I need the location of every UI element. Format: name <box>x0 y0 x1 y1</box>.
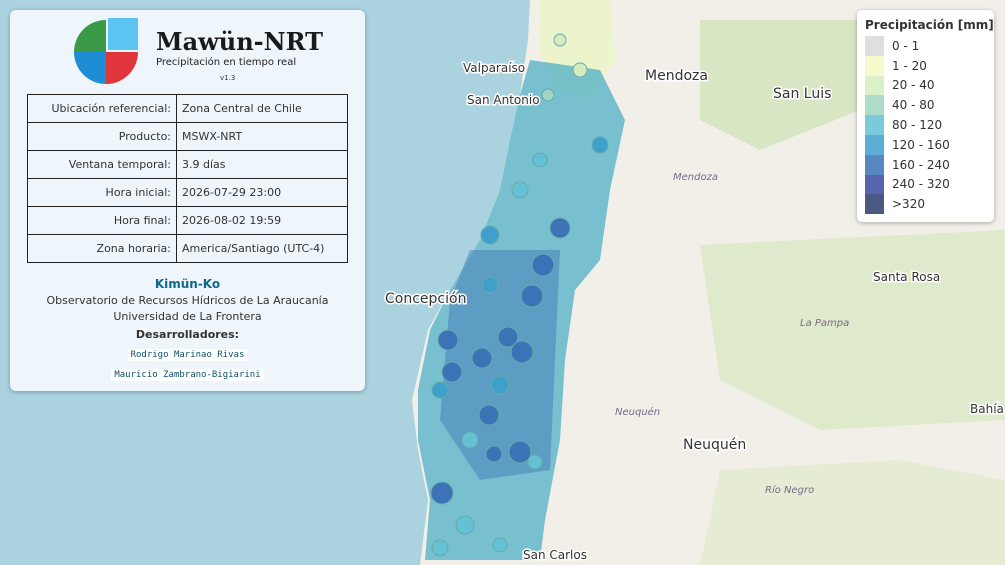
table-value: Zona Central de Chile <box>176 94 348 123</box>
city-label: San Antonio <box>467 93 540 107</box>
legend-label: 240 - 320 <box>892 177 950 192</box>
legend-swatch <box>865 154 884 175</box>
app-title: Mawün-NRT <box>156 27 323 56</box>
region-label: Neuquén <box>615 406 660 418</box>
park <box>700 20 860 150</box>
legend-title: Precipitación [mm] <box>865 18 994 32</box>
legend-item: 120 - 160 <box>865 134 994 155</box>
table-value: MSWX-NRT <box>176 122 348 151</box>
legend-item: 80 - 120 <box>865 115 994 135</box>
version: v1.3 <box>220 74 236 82</box>
info-table: Ubicación referencial: Zona Central de Ch… <box>27 94 348 263</box>
stations <box>430 33 609 557</box>
region-label: Río Negro <box>765 484 814 496</box>
org-name: Kimün-Ko <box>154 277 221 291</box>
legend-swatch <box>865 194 884 215</box>
city-label: Mendoza <box>645 68 708 84</box>
table-value: 2026-08-02 19:59 <box>176 206 348 235</box>
legend-label: 120 - 160 <box>892 137 950 152</box>
city-label: San Luis <box>773 86 831 102</box>
legend-swatch <box>865 75 884 96</box>
legend-label: >320 <box>892 197 925 212</box>
precip-area <box>440 250 560 480</box>
logo <box>74 18 138 84</box>
legend-item: >320 <box>865 194 994 215</box>
city-label: Concepción <box>385 291 466 307</box>
table-key: Ventana temporal: <box>27 150 177 179</box>
info-panel: Mawün-NRT Precipitación en tiempo real v… <box>10 10 365 391</box>
app-subtitle: Precipitación en tiempo real <box>156 57 297 68</box>
city-label: Neuquén <box>683 437 746 453</box>
developer: Rodrigo Marinao Rivas <box>127 349 248 361</box>
city-label: San Carlos <box>523 548 587 562</box>
city-label: Bahía Bl <box>970 402 1005 416</box>
region-label: La Pampa <box>800 318 849 329</box>
developers-title: Desarrolladores: <box>135 328 240 341</box>
legend-item: 240 - 320 <box>865 174 994 195</box>
legend-swatch <box>865 36 884 56</box>
table-key: Zona horaria: <box>27 234 177 263</box>
legend: Precipitación [mm] 0 - 1 1 - 20 20 - 40 40 … <box>857 10 994 222</box>
table-value: 3.9 días <box>176 150 348 179</box>
legend-swatch <box>865 95 884 116</box>
table-row: Zona horaria: America/Santiago (UTC-4) <box>27 234 348 263</box>
table-row: Hora final: 2026-08-02 19:59 <box>27 206 348 235</box>
legend-item: 1 - 20 <box>865 55 994 76</box>
city-label: Valparaíso <box>463 61 525 75</box>
table-row: Ubicación referencial: Zona Central de Ch… <box>27 94 348 123</box>
city-label: Santa Rosa <box>873 270 940 284</box>
park <box>700 460 1005 565</box>
table-value: 2026-07-29 23:00 <box>176 178 348 207</box>
table-key: Ubicación referencial: <box>27 94 177 123</box>
legend-label: 160 - 240 <box>892 157 950 172</box>
table-key: Hora inicial: <box>27 178 177 207</box>
legend-swatch <box>865 174 884 195</box>
table-row: Ventana temporal: 3.9 días <box>27 150 348 179</box>
legend-item: 160 - 240 <box>865 154 994 175</box>
table-key: Producto: <box>27 122 177 151</box>
table-row: Hora inicial: 2026-07-29 23:00 <box>27 178 348 207</box>
park <box>700 230 1005 430</box>
legend-label: 20 - 40 <box>892 78 935 93</box>
legend-label: 80 - 120 <box>892 118 943 133</box>
legend-label: 40 - 80 <box>892 98 935 113</box>
legend-swatch <box>865 115 884 135</box>
org-line: Observatorio de Recursos Hídricos de La … <box>46 294 329 307</box>
table-key: Hora final: <box>27 206 177 235</box>
legend-swatch <box>865 55 884 76</box>
developer: Mauricio Zambrano-Bigiarini <box>111 369 264 381</box>
legend-item: 0 - 1 <box>865 36 994 56</box>
legend-label: 1 - 20 <box>892 58 927 73</box>
legend-item: 40 - 80 <box>865 95 994 116</box>
table-row: Producto: MSWX-NRT <box>27 122 348 151</box>
legend-item: 20 - 40 <box>865 75 994 96</box>
legend-swatch <box>865 134 884 155</box>
region-label: Mendoza <box>673 172 718 183</box>
org-line: Universidad de La Frontera <box>113 310 262 323</box>
legend-label: 0 - 1 <box>892 38 920 53</box>
table-value: America/Santiago (UTC-4) <box>176 234 348 263</box>
